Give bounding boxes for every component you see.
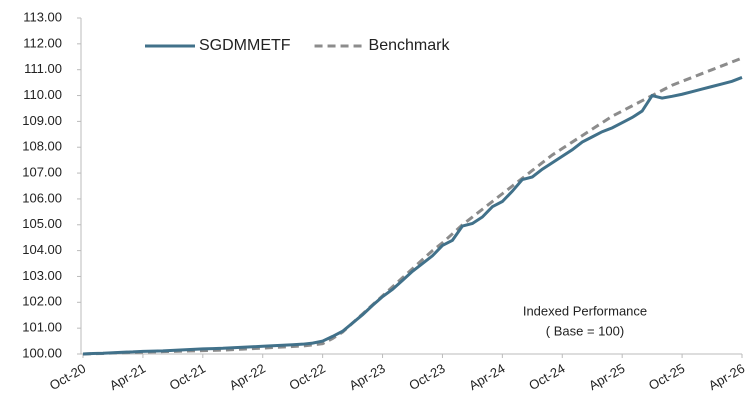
y-tick-label: 112.00 (23, 35, 62, 50)
y-tick-label: 111.00 (24, 61, 62, 76)
y-tick-label: 106.00 (22, 190, 62, 205)
y-tick-label: 102.00 (22, 294, 62, 309)
x-tick-label: Apr-21 (107, 361, 148, 394)
x-tick-label: Oct-24 (526, 361, 567, 393)
y-tick-label: 100.00 (22, 345, 62, 360)
x-tick-label: Oct-23 (406, 361, 447, 393)
x-tick-label: Apr-25 (586, 361, 627, 394)
y-tick-label: 104.00 (22, 242, 62, 257)
y-tick-label: 113.00 (23, 9, 62, 24)
y-tick-label: 108.00 (22, 139, 62, 154)
annotation: Indexed Performance (523, 303, 647, 318)
y-tick-label: 110.00 (23, 87, 62, 102)
x-tick-label: Apr-26 (706, 361, 747, 394)
x-tick-label: Oct-20 (47, 361, 88, 393)
x-tick-label: Apr-22 (227, 361, 268, 394)
x-tick-label: Oct-22 (287, 361, 328, 393)
legend-label: SGDMMETF (199, 37, 291, 54)
series-line (82, 76, 743, 356)
y-tick-label: 105.00 (22, 216, 62, 231)
y-tick-label: 107.00 (22, 165, 62, 180)
x-tick-label: Apr-24 (466, 361, 507, 394)
legend-label: Benchmark (369, 37, 451, 54)
y-tick-label: 109.00 (22, 113, 62, 128)
x-tick-label: Oct-25 (646, 361, 687, 393)
x-tick-label: Oct-21 (167, 361, 208, 393)
annotation: ( Base = 100) (546, 323, 624, 338)
y-tick-label: 103.00 (22, 268, 62, 283)
x-tick-label: Apr-23 (346, 361, 387, 394)
y-tick-label: 101.00 (22, 320, 62, 335)
series-line (82, 56, 743, 356)
